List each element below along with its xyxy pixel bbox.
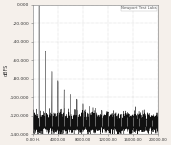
Text: Newport Test Labs: Newport Test Labs <box>121 6 157 10</box>
Y-axis label: dBFS: dBFS <box>3 63 9 76</box>
